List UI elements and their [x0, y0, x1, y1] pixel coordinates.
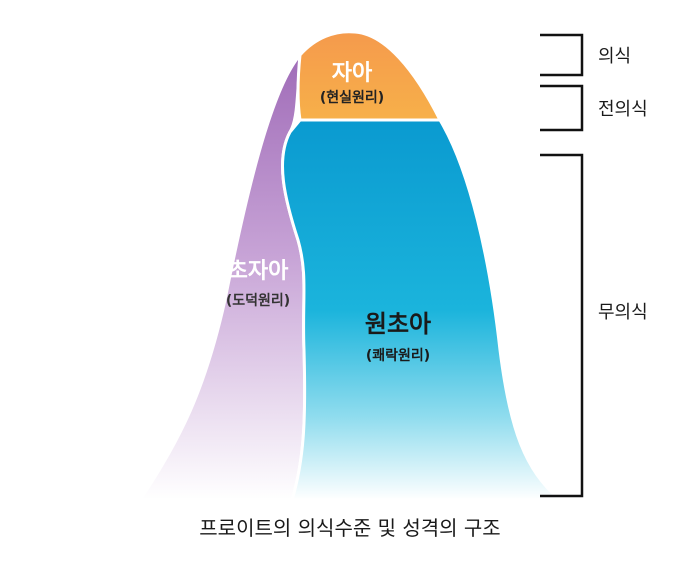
preconscious-bracket: [540, 84, 584, 132]
diagram-title: 프로이트의 의식수준 및 성격의 구조: [199, 516, 500, 540]
id-region: [280, 118, 565, 502]
ego-name: 자아: [332, 61, 373, 86]
id-principle: (쾌락원리): [366, 348, 430, 364]
superego-name: 초자아: [228, 259, 289, 284]
level-conscious: 의식: [598, 46, 631, 67]
superego-principle: (도덕원리): [226, 292, 290, 309]
id-name: 원초아: [365, 310, 431, 338]
level-unconscious: 무의식: [598, 302, 648, 323]
unconscious-bracket: [540, 153, 584, 498]
conscious-bracket: [540, 33, 584, 77]
ego-principle: (현실원리): [320, 90, 384, 106]
ego-region: [296, 30, 443, 122]
level-preconscious: 전의식: [598, 99, 648, 120]
